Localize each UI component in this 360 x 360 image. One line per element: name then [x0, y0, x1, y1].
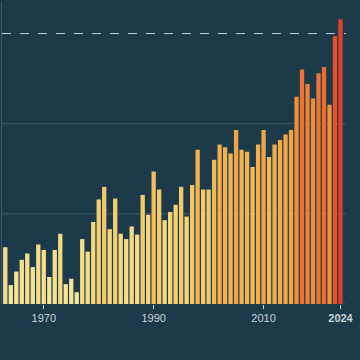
svg-text:2010: 2010 [251, 312, 275, 324]
svg-text:1990: 1990 [141, 312, 165, 324]
svg-text:2024: 2024 [328, 312, 353, 324]
svg-text:1970: 1970 [32, 312, 56, 324]
